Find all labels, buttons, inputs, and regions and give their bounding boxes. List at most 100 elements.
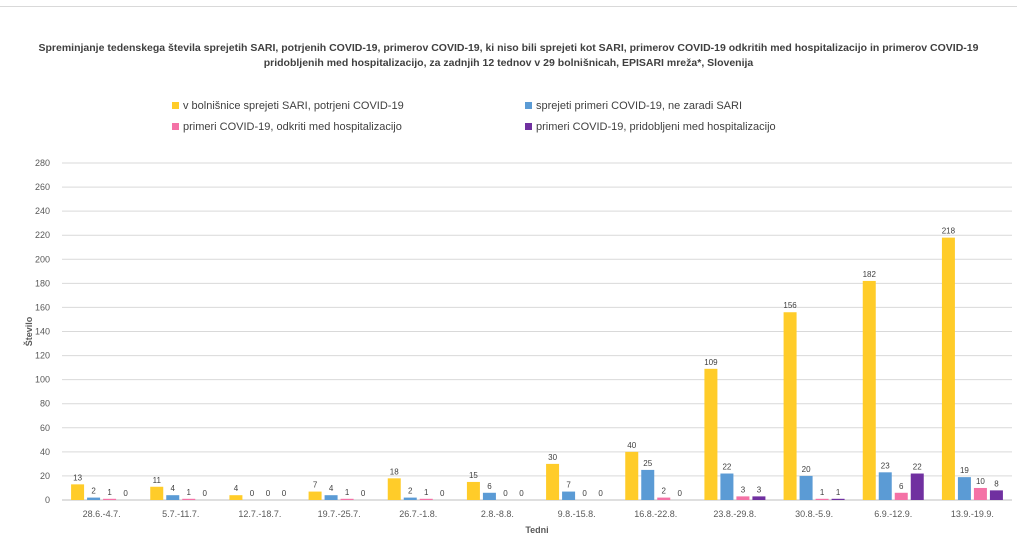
bar	[878, 472, 892, 500]
data-label: 0	[440, 489, 445, 498]
legend-label-sari: v bolnišnice sprejeti SARI, potrjeni COV…	[183, 100, 404, 112]
legend-item-detected: primeri COVID-19, odkriti med hospitaliz…	[172, 121, 402, 133]
data-label: 20	[802, 465, 811, 474]
data-label: 0	[123, 489, 128, 498]
bar	[308, 491, 322, 500]
x-tick-label: 19.7.-25.7.	[318, 509, 361, 519]
x-tick-label: 9.8.-15.8.	[558, 509, 596, 519]
bar	[862, 280, 876, 500]
data-label: 0	[266, 489, 271, 498]
data-label: 0	[582, 489, 587, 498]
bar	[482, 492, 496, 500]
bar	[831, 498, 845, 500]
bar	[704, 368, 718, 500]
data-label: 1	[820, 488, 825, 497]
bar	[815, 498, 829, 500]
data-label: 2	[91, 487, 96, 496]
y-tick-label: 180	[35, 278, 50, 288]
data-label: 0	[250, 489, 255, 498]
legend-item-not-sari: sprejeti primeri COVID-19, ne zaradi SAR…	[525, 100, 742, 112]
x-tick-label: 26.7.-1.8.	[399, 509, 437, 519]
bar	[657, 497, 671, 500]
x-tick-label: 13.9.-19.9.	[951, 509, 994, 519]
data-label: 4	[171, 484, 176, 493]
x-tick-label: 30.8.-5.9.	[795, 509, 833, 519]
legend-label-acquired: primeri COVID-19, pridobljeni med hospit…	[536, 121, 776, 133]
bar	[466, 481, 480, 500]
data-label: 0	[361, 489, 366, 498]
bar	[71, 484, 85, 500]
data-label: 1	[107, 488, 112, 497]
x-tick-label: 6.9.-12.9.	[874, 509, 912, 519]
data-label: 13	[73, 473, 82, 482]
x-tick-label: 5.7.-11.7.	[162, 509, 199, 519]
y-tick-label: 100	[35, 375, 50, 385]
data-label: 182	[863, 270, 877, 279]
y-tick-label: 260	[35, 182, 50, 192]
bar	[387, 478, 401, 500]
data-label: 40	[627, 441, 636, 450]
data-label: 1	[187, 488, 192, 497]
top-divider	[0, 6, 1017, 7]
data-label: 22	[722, 463, 731, 472]
data-label: 3	[757, 485, 762, 494]
data-label: 0	[678, 489, 683, 498]
bar	[736, 496, 750, 500]
data-label: 8	[994, 479, 999, 488]
data-label: 7	[566, 481, 571, 490]
bar	[989, 490, 1003, 500]
bar	[182, 498, 196, 500]
y-tick-label: 80	[40, 399, 50, 409]
data-label: 6	[487, 482, 492, 491]
data-label: 19	[960, 466, 969, 475]
data-label: 2	[408, 487, 413, 496]
bar	[641, 469, 655, 500]
y-tick-label: 120	[35, 351, 50, 361]
bar	[419, 498, 433, 500]
bar	[625, 451, 639, 500]
legend-swatch-not-sari	[525, 102, 532, 109]
data-label: 109	[704, 358, 718, 367]
bar	[87, 497, 101, 500]
data-label: 18	[390, 467, 399, 476]
bar	[941, 237, 955, 500]
data-label: 10	[976, 477, 985, 486]
x-axis-title: Tedni	[525, 525, 548, 535]
data-label: 15	[469, 471, 478, 480]
bar	[340, 498, 354, 500]
bar	[910, 473, 924, 500]
data-label: 0	[598, 489, 603, 498]
data-label: 1	[836, 488, 841, 497]
y-tick-label: 220	[35, 230, 50, 240]
bar	[229, 495, 243, 500]
data-label: 0	[503, 489, 508, 498]
data-label: 3	[741, 485, 746, 494]
y-tick-label: 160	[35, 302, 50, 312]
data-label: 218	[942, 227, 956, 236]
y-tick-label: 20	[40, 471, 50, 481]
y-tick-label: 280	[35, 158, 50, 168]
data-label: 0	[282, 489, 287, 498]
bar	[150, 486, 164, 500]
bar	[546, 463, 560, 500]
y-tick-label: 240	[35, 206, 50, 216]
x-tick-label: 23.8.-29.8.	[713, 509, 756, 519]
data-label: 23	[881, 461, 890, 470]
data-label: 25	[643, 459, 652, 468]
bar	[799, 475, 813, 500]
y-tick-label: 200	[35, 254, 50, 264]
bar	[957, 477, 971, 500]
bar	[403, 497, 417, 500]
data-label: 0	[203, 489, 208, 498]
y-tick-label: 60	[40, 423, 50, 433]
data-label: 2	[662, 487, 667, 496]
x-tick-label: 2.8.-8.8.	[481, 509, 514, 519]
x-tick-label: 28.6.-4.7.	[83, 509, 121, 519]
data-label: 1	[424, 488, 429, 497]
bar	[894, 492, 908, 500]
data-label: 4	[234, 484, 239, 493]
data-label: 11	[153, 476, 162, 485]
bar	[562, 491, 576, 500]
